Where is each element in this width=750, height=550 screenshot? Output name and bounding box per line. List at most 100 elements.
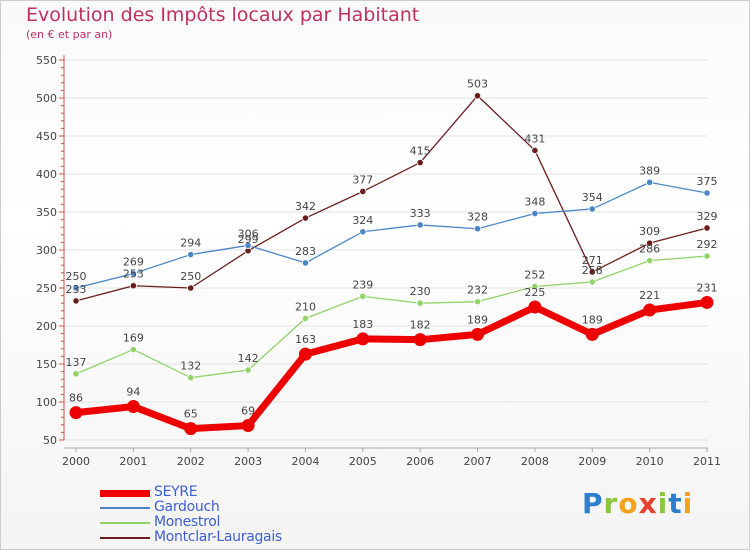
logo-letter: x (638, 487, 658, 520)
data-point-seyre (643, 303, 657, 317)
data-point-monestrol (531, 282, 539, 291)
data-point-montclar-lauragais (416, 159, 424, 167)
x-tick-label: 2006 (406, 455, 434, 468)
data-label: 271 (582, 254, 603, 267)
x-tick-label: 2009 (578, 455, 606, 468)
data-point-montclar-lauragais (703, 224, 711, 232)
data-point-gardouch (703, 189, 711, 197)
data-label: 210 (295, 300, 316, 313)
data-label: 324 (352, 214, 373, 227)
data-point-montclar-lauragais (359, 187, 367, 196)
y-tick-label: 450 (36, 130, 57, 143)
data-label: 250 (180, 270, 201, 283)
data-label: 221 (639, 289, 660, 302)
logo-letter: r (603, 487, 619, 520)
legend-swatch (100, 507, 150, 509)
logo-letter: i (657, 487, 669, 520)
y-tick-label: 50 (43, 434, 57, 447)
data-label: 377 (352, 173, 373, 186)
legend-label: Montclar-Lauragais (154, 529, 282, 545)
data-point-montclar-lauragais (301, 214, 310, 222)
data-point-gardouch (72, 284, 80, 292)
data-point-monestrol (416, 299, 424, 307)
y-tick-label: 400 (36, 168, 57, 181)
legend-swatch (100, 490, 150, 497)
x-tick-label: 2007 (464, 455, 492, 468)
data-label: 389 (639, 164, 660, 177)
data-point-seyre (69, 406, 83, 420)
data-label: 415 (410, 145, 431, 158)
data-label: 309 (639, 225, 660, 238)
data-point-seyre (413, 333, 427, 347)
x-tick-label: 2001 (119, 455, 147, 468)
data-point-montclar-lauragais (129, 282, 137, 290)
data-label: 137 (66, 356, 87, 369)
x-tick-label: 2000 (62, 455, 90, 468)
series-line-montclar-lauragais (75, 95, 708, 302)
data-point-montclar-lauragais (588, 268, 596, 276)
data-point-seyre (471, 327, 485, 341)
data-label: 258 (582, 264, 603, 277)
data-point-montclar-lauragais (473, 92, 482, 100)
data-label: 183 (352, 318, 373, 331)
data-point-montclar-lauragais (187, 284, 195, 292)
data-point-gardouch (473, 225, 482, 233)
chart-subtitle: (en € et par an) (26, 28, 113, 41)
data-label: 94 (126, 386, 140, 399)
data-label: 252 (524, 268, 545, 281)
data-label: 239 (352, 278, 373, 291)
y-tick-label: 100 (36, 396, 57, 409)
data-point-montclar-lauragais (72, 297, 80, 305)
data-point-gardouch (244, 241, 252, 250)
series-line-monestrol (75, 255, 708, 379)
data-label: 306 (238, 227, 259, 240)
data-label: 230 (410, 285, 431, 298)
data-label: 86 (69, 392, 83, 405)
logo-letter: o (618, 487, 639, 520)
data-label: 253 (123, 268, 144, 281)
legend-swatch (100, 537, 150, 539)
data-point-seyre (528, 300, 542, 314)
data-label: 431 (524, 132, 545, 145)
data-point-monestrol (588, 278, 596, 286)
data-point-monestrol (187, 374, 195, 382)
data-label: 233 (66, 283, 87, 296)
data-point-gardouch (646, 178, 654, 186)
x-tick-label: 2010 (636, 455, 664, 468)
data-label-layer: 233 253 250 299 342 377 415 503 431 271 309 329 250 2… (66, 78, 718, 421)
data-label: 142 (238, 352, 259, 365)
x-tick-label: 2008 (521, 455, 549, 468)
data-point-monestrol (703, 252, 711, 260)
y-tick-label: 200 (36, 320, 57, 333)
data-label: 348 (524, 196, 545, 209)
x-tick-label: 2005 (349, 455, 377, 468)
data-point-seyre (700, 295, 714, 309)
y-tick-label: 550 (36, 54, 57, 67)
y-tick-label: 500 (36, 92, 57, 105)
grid-layer (64, 59, 708, 441)
x-tick-label: 2002 (177, 455, 205, 468)
data-point-seyre (241, 419, 255, 433)
data-label: 286 (639, 243, 660, 256)
data-point-gardouch (301, 259, 310, 267)
data-label: 250 (66, 270, 87, 283)
x-tick-label: 2004 (291, 455, 319, 468)
data-point-gardouch (129, 269, 137, 278)
data-label: 225 (524, 286, 545, 299)
y-tick-label: 250 (36, 282, 57, 295)
legend-label: Gardouch (154, 499, 220, 515)
data-point-gardouch (187, 250, 195, 259)
data-label: 328 (467, 211, 488, 224)
data-point-seyre (298, 347, 312, 361)
data-label: 292 (697, 238, 718, 251)
data-label: 503 (467, 78, 488, 91)
data-point-monestrol (359, 292, 367, 300)
data-label: 182 (410, 319, 431, 332)
data-point-gardouch (359, 228, 367, 236)
data-label: 329 (697, 210, 718, 223)
data-label: 69 (241, 405, 255, 418)
data-point-monestrol (301, 314, 310, 322)
data-label: 283 (295, 245, 316, 258)
y-tick-label: 150 (36, 358, 57, 371)
